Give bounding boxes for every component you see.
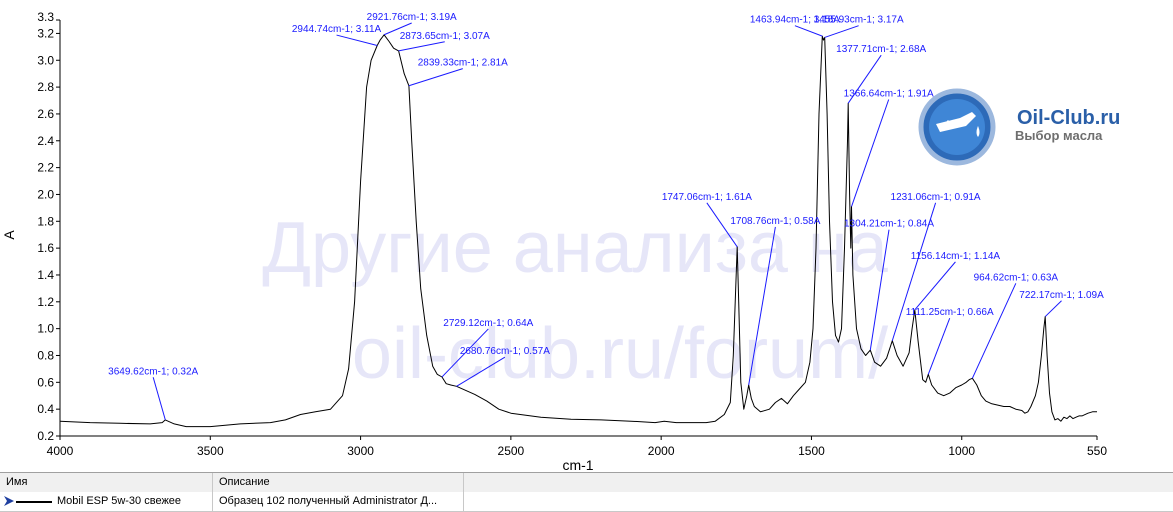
y-tick-label: 1.4 (37, 268, 54, 282)
y-tick-label: 2.8 (37, 80, 54, 94)
peak-annotation-label: 1708.76cm-1; 0.58A (730, 216, 820, 227)
peak-annotation-label: 964.62cm-1; 0.63A (974, 272, 1059, 283)
peak-annotation-label: 1377.71cm-1; 2.68A (836, 44, 926, 55)
peak-annotation-leader (1044, 300, 1062, 317)
x-tick-label: 4000 (47, 444, 74, 458)
row-description-text: Образец 102 полученный Administrator Д..… (219, 495, 438, 507)
y-tick-label: 1.6 (37, 241, 54, 255)
peak-annotation-label: 722.17cm-1; 1.09A (1019, 290, 1104, 301)
y-tick-label: 3.2 (37, 26, 54, 40)
y-tick-label: 0.4 (37, 402, 54, 416)
peak-annotation-label: 1366.64cm-1; 1.91A (844, 88, 934, 99)
peak-annotation-leader (824, 25, 859, 38)
y-tick-label: 1.2 (37, 295, 54, 309)
row-name-text: Mobil ESP 5w-30 свежее (57, 495, 182, 507)
peak-annotation-leader (794, 25, 823, 37)
x-tick-label: 550 (1087, 444, 1107, 458)
peak-annotation-label: 1747.06cm-1; 1.61A (662, 192, 752, 203)
axes: 0.2 0.4 0.6 0.8 1.0 1.2 1.4 1.6 1.8 2.0 2.2 2.4 2.6 2… (1, 10, 1107, 472)
x-axis-title: cm-1 (562, 457, 593, 472)
peak-annotation-leader (914, 261, 956, 311)
peak-annotation-leader (336, 34, 378, 46)
peak-annotation-leader (441, 328, 489, 378)
peak-annotation-label: 2839.33cm-1; 2.81A (418, 58, 508, 69)
x-tick-label: 1000 (948, 444, 975, 458)
peak-annotation-label: 3649.62cm-1; 0.32A (108, 366, 198, 377)
watermark-line-1: Другие анализа на (262, 208, 888, 288)
peak-annotation-leader (847, 54, 882, 104)
x-tick-label: 2000 (648, 444, 675, 458)
oil-drop-icon (976, 126, 980, 137)
row-description-cell[interactable]: Образец 102 полученный Administrator Д..… (213, 492, 464, 511)
peak-annotation-leader (748, 226, 776, 386)
x-tick-label: 2500 (498, 444, 525, 458)
peak-annotation-leader (851, 99, 890, 207)
column-header-description-label: Описание (219, 476, 270, 488)
watermark-line-2: oil-club.ru/forum/ (352, 314, 888, 394)
series-layer (59, 34, 1097, 428)
peak-annotation-label: 2729.12cm-1; 0.64A (443, 318, 533, 329)
y-tick-label: 0.6 (37, 375, 54, 389)
y-tick-label: 1.8 (37, 214, 54, 228)
peak-annotation-label: 1231.06cm-1; 0.91A (891, 192, 981, 203)
peak-annotation-leader (971, 283, 1017, 379)
peak-annotation-leader (152, 377, 166, 421)
peak-annotation-label: 1455.93cm-1; 3.17A (814, 15, 904, 26)
legend-table-header: Имя Описание (0, 473, 1173, 493)
spectrum-series-line (59, 34, 1097, 428)
peak-annotation-leader (456, 356, 506, 387)
peak-annotation-label: 1304.21cm-1; 0.84A (844, 219, 934, 230)
x-tick-label: 3000 (347, 444, 374, 458)
row-name-cell[interactable]: Mobil ESP 5w-30 свежее (0, 492, 213, 511)
y-axis-title: A (1, 230, 17, 240)
oil-club-logo: Oil-Club.ru Выбор масла (918, 88, 1120, 166)
table-row[interactable]: Mobil ESP 5w-30 свежее Образец 102 получ… (0, 492, 1173, 512)
x-tick-label: 3500 (197, 444, 224, 458)
y-tick-label: 0.2 (37, 429, 54, 443)
peak-annotations: 3649.62cm-1; 0.32A 2944.74cm-1; 3.11A2921… (108, 12, 1104, 421)
spectrum-plot: Другие анализа на oil-club.ru/forum/ Oil… (1, 10, 1120, 472)
y-tick-label: 1.0 (37, 322, 54, 336)
peak-annotation-leader (869, 229, 890, 351)
peak-annotation-leader (383, 22, 412, 36)
peak-annotation-label: 2944.74cm-1; 3.11A (292, 24, 382, 35)
peak-annotation-label: 2680.76cm-1; 0.57A (460, 346, 550, 357)
y-ticks: 0.2 0.4 0.6 0.8 1.0 1.2 1.4 1.6 1.8 2.0 2.2 2.4 2.6 2… (37, 10, 60, 443)
peak-annotation-label: 1463.94cm-1; 3.18A (750, 15, 840, 26)
peak-annotation-label: 1111.25cm-1; 0.66A (906, 307, 994, 318)
y-tick-label: 2.2 (37, 161, 54, 175)
logo-subtitle: Выбор масла (1015, 128, 1103, 143)
series-line-swatch (16, 501, 52, 503)
peak-annotation-label: 2921.76cm-1; 3.19A (367, 12, 457, 23)
y-tick-label: 2.0 (37, 187, 54, 201)
x-tick-label: 1500 (798, 444, 825, 458)
row-selector-arrow-icon (4, 496, 14, 506)
peak-annotation-label: 1156.14cm-1; 1.14A (911, 251, 1001, 262)
legend-table: Имя Описание Mobil ESP 5w-30 свежее Обра… (0, 472, 1173, 512)
peak-annotation-leader (927, 318, 951, 375)
watermark: Другие анализа на oil-club.ru/forum/ (262, 208, 888, 394)
y-tick-label: 2.6 (37, 107, 54, 121)
peak-annotation-leader (408, 68, 463, 87)
y-tick-label: 3.3 (37, 10, 54, 24)
column-header-name-label: Имя (6, 476, 28, 488)
oil-can-icon (936, 112, 976, 132)
peak-annotation-leader (706, 202, 738, 248)
peak-annotation-leader (398, 41, 445, 52)
y-tick-label: 2.4 (37, 134, 54, 148)
column-header-description[interactable]: Описание (213, 473, 464, 492)
x-ticks: 4000 3500 3000 2500 2000 1500 1000 550 (47, 436, 1107, 458)
spectrum-chart: Другие анализа на oil-club.ru/forum/ Oil… (1, 10, 1120, 472)
peak-annotation-label: 2873.65cm-1; 3.07A (400, 31, 490, 42)
y-tick-label: 3.0 (37, 53, 54, 67)
column-header-name[interactable]: Имя (0, 473, 213, 492)
peak-annotation-leader (891, 202, 937, 341)
y-tick-label: 0.8 (37, 348, 54, 362)
logo-title: Oil-Club.ru (1017, 107, 1120, 129)
